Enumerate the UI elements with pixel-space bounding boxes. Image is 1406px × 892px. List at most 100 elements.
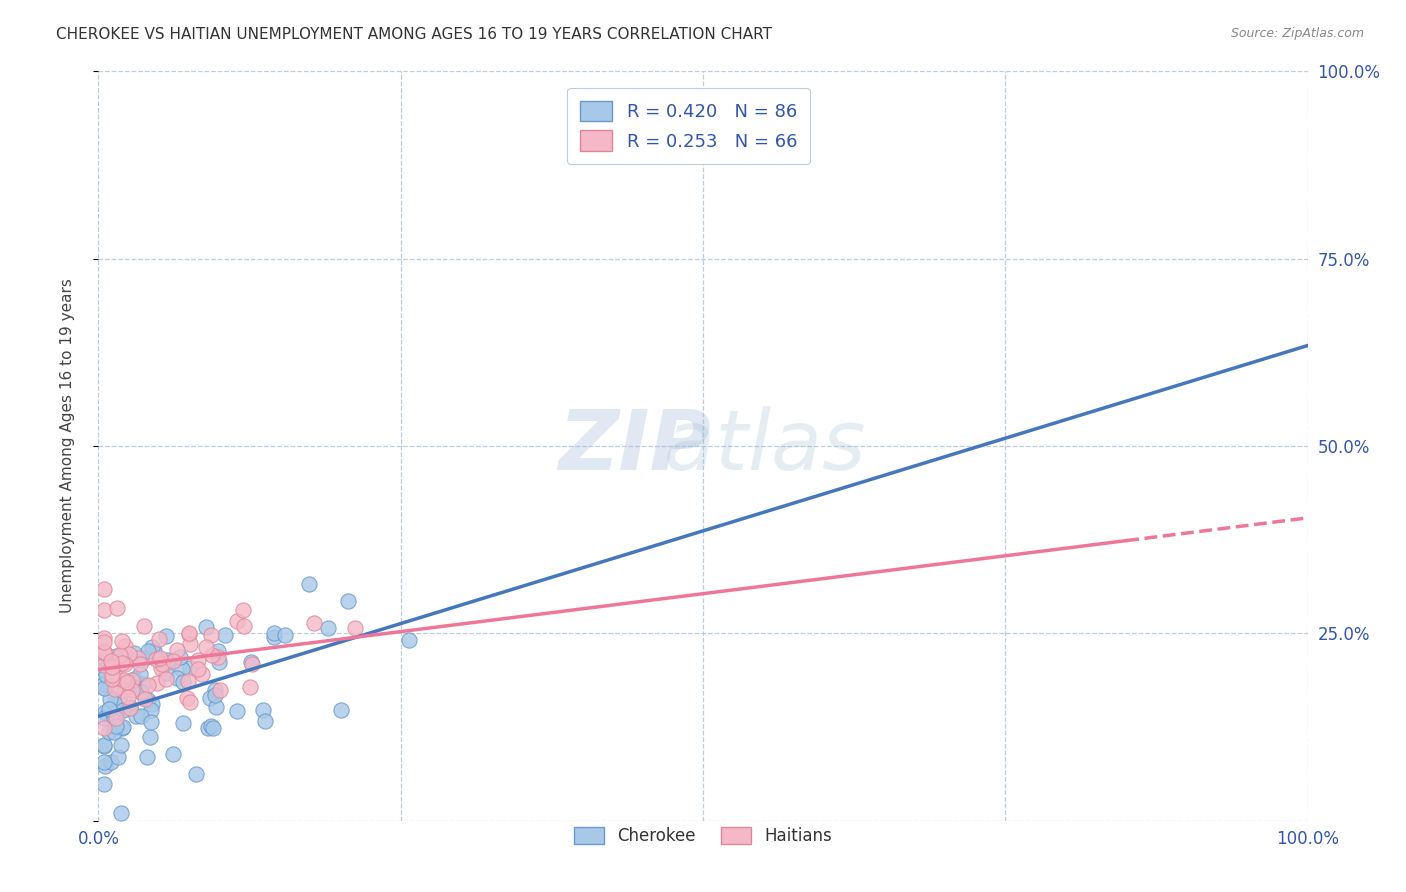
Point <box>145 651 167 665</box>
Point <box>254 714 277 728</box>
Text: CHEROKEE VS HAITIAN UNEMPLOYMENT AMONG AGES 16 TO 19 YEARS CORRELATION CHART: CHEROKEE VS HAITIAN UNEMPLOYMENT AMONG A… <box>56 27 772 42</box>
Point <box>121 673 143 688</box>
Point <box>139 714 162 729</box>
Point <box>105 671 128 685</box>
Point <box>336 594 359 608</box>
Point <box>179 661 201 675</box>
Point <box>149 650 172 665</box>
Point <box>155 672 177 686</box>
Point <box>94 667 117 681</box>
Point <box>200 628 222 642</box>
Point <box>176 674 198 689</box>
Point <box>242 657 264 672</box>
Point <box>263 631 285 645</box>
Point <box>302 616 325 631</box>
Point <box>184 767 207 781</box>
Point <box>162 747 184 761</box>
Point <box>93 603 115 617</box>
Point <box>93 681 115 695</box>
Point <box>232 603 254 617</box>
Point <box>194 640 217 655</box>
Point <box>93 677 115 691</box>
Point <box>110 738 132 752</box>
Point <box>149 661 172 675</box>
Point <box>101 660 124 674</box>
Point <box>129 708 152 723</box>
Point <box>110 806 132 821</box>
Point <box>187 662 209 676</box>
Point <box>114 682 136 697</box>
Point <box>105 648 128 663</box>
Point <box>105 719 128 733</box>
Point <box>207 649 229 664</box>
Point <box>343 621 366 635</box>
Point <box>177 627 200 641</box>
Point <box>111 656 134 670</box>
Point <box>97 724 120 739</box>
Point <box>94 705 117 719</box>
Point <box>398 633 420 648</box>
Point <box>136 678 159 692</box>
Point <box>179 637 201 651</box>
Point <box>98 702 121 716</box>
Y-axis label: Unemployment Among Ages 16 to 19 years: Unemployment Among Ages 16 to 19 years <box>60 278 75 614</box>
Point <box>156 653 179 667</box>
Point <box>103 711 125 725</box>
Point <box>141 698 163 712</box>
Text: atlas: atlas <box>558 406 866 486</box>
Point <box>190 666 212 681</box>
Point <box>112 673 135 688</box>
Point <box>105 601 128 615</box>
Point <box>330 703 353 717</box>
Point <box>111 721 134 735</box>
Point <box>93 777 115 791</box>
Point <box>129 657 152 671</box>
Point <box>316 621 339 635</box>
Point <box>298 577 321 591</box>
Point <box>104 657 127 672</box>
Point <box>98 692 121 706</box>
Point <box>112 720 135 734</box>
Point <box>94 759 117 773</box>
Point <box>134 691 156 706</box>
Point <box>121 682 143 697</box>
Point <box>139 731 162 745</box>
Point <box>122 646 145 660</box>
Point <box>93 663 115 677</box>
Point <box>273 628 295 642</box>
Point <box>187 653 209 667</box>
Point <box>169 649 191 664</box>
Point <box>111 634 134 648</box>
Point <box>121 679 143 693</box>
Point <box>135 749 157 764</box>
Point <box>105 711 128 725</box>
Point <box>132 650 155 665</box>
Point <box>252 703 274 717</box>
Point <box>150 657 173 671</box>
Point <box>233 619 256 633</box>
Point <box>225 614 247 628</box>
Point <box>93 721 115 735</box>
Point <box>155 629 177 643</box>
Point <box>214 628 236 642</box>
Point <box>172 662 194 676</box>
Point <box>204 700 226 714</box>
Point <box>117 690 139 705</box>
Point <box>131 685 153 699</box>
Point <box>93 631 115 645</box>
Text: ZIP: ZIP <box>558 406 710 486</box>
Point <box>93 739 115 753</box>
Point <box>207 643 229 657</box>
Point <box>93 710 115 724</box>
Point <box>162 653 184 667</box>
Point <box>93 739 115 753</box>
Point <box>172 675 194 690</box>
Point <box>115 675 138 690</box>
Point <box>114 639 136 653</box>
Point <box>179 695 201 709</box>
Point <box>104 720 127 734</box>
Point <box>134 619 156 633</box>
Point <box>156 657 179 671</box>
Point <box>103 656 125 670</box>
Point <box>94 646 117 660</box>
